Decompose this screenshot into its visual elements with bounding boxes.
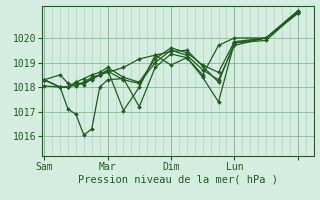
X-axis label: Pression niveau de la mer( hPa ): Pression niveau de la mer( hPa )	[77, 174, 278, 184]
